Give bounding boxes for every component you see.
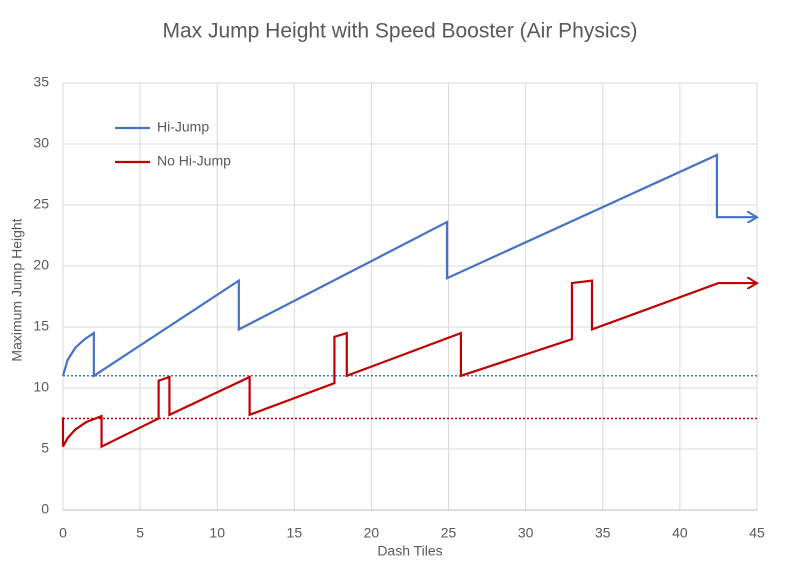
y-tick-label: 30 [33,135,49,151]
y-tick-label: 5 [41,440,49,456]
x-tick-label: 35 [595,525,611,541]
legend-label: Hi-Jump [157,119,209,135]
y-tick-label: 25 [33,196,49,212]
y-tick-label: 10 [33,379,49,395]
y-tick-label: 20 [33,257,49,273]
legend-label: No Hi-Jump [157,153,231,169]
x-axis-label: Dash Tiles [377,543,442,559]
x-tick-label: 20 [364,525,380,541]
x-tick-label: 40 [672,525,688,541]
y-tick-label: 15 [33,318,49,334]
x-tick-label: 0 [59,525,67,541]
y-axis-label: Maximum Jump Height [9,218,25,361]
x-tick-label: 30 [518,525,534,541]
x-tick-label: 10 [209,525,225,541]
x-tick-label: 25 [441,525,457,541]
y-tick-label: 0 [41,501,49,517]
x-tick-label: 15 [287,525,303,541]
y-tick-label: 35 [33,74,49,90]
series-line [61,153,757,378]
x-tick-label: 5 [136,525,144,541]
x-tick-label: 45 [749,525,765,541]
series-line [61,281,757,449]
chart-title: Max Jump Height with Speed Booster (Air … [162,20,637,43]
